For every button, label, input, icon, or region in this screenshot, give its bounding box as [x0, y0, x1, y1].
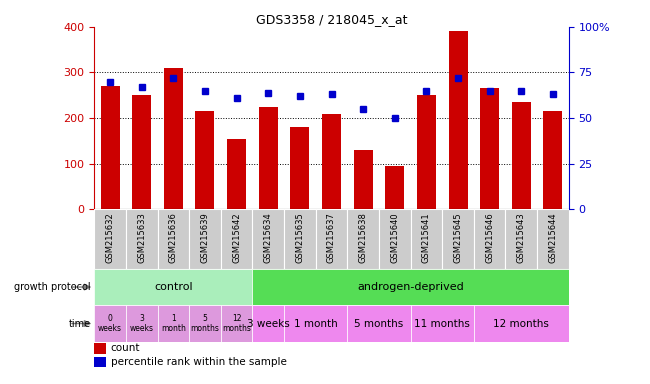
Bar	[164, 68, 183, 209]
Text: 5
months: 5 months	[190, 314, 220, 333]
Text: GSM215645: GSM215645	[454, 212, 463, 263]
Bar	[94, 343, 106, 354]
Text: GSM215636: GSM215636	[169, 212, 178, 263]
Text: 11 months: 11 months	[414, 318, 470, 329]
Title: GDS3358 / 218045_x_at: GDS3358 / 218045_x_at	[255, 13, 408, 26]
Bar	[157, 209, 189, 269]
Text: GSM215642: GSM215642	[232, 212, 241, 263]
Text: GSM215638: GSM215638	[359, 212, 368, 263]
Bar	[189, 305, 221, 342]
Bar	[543, 111, 562, 209]
Text: 12 months: 12 months	[493, 318, 549, 329]
Bar	[385, 166, 404, 209]
Bar	[379, 209, 411, 269]
Bar	[196, 111, 215, 209]
Bar	[252, 269, 569, 305]
Text: GSM215641: GSM215641	[422, 212, 431, 263]
Bar	[480, 88, 499, 209]
Bar	[354, 150, 372, 209]
Text: GSM215635: GSM215635	[295, 212, 304, 263]
Bar	[284, 305, 347, 342]
Text: count: count	[111, 343, 140, 354]
Text: androgen-deprived: androgen-deprived	[358, 282, 464, 292]
Bar	[448, 31, 467, 209]
Bar	[157, 305, 189, 342]
Bar	[442, 209, 474, 269]
Bar	[506, 209, 537, 269]
Bar	[94, 305, 126, 342]
Bar	[347, 209, 379, 269]
Text: 1
month: 1 month	[161, 314, 186, 333]
Bar	[411, 305, 474, 342]
Bar	[291, 127, 309, 209]
Bar	[417, 95, 436, 209]
Bar	[94, 269, 252, 305]
Text: GSM215637: GSM215637	[327, 212, 336, 263]
Text: GSM215639: GSM215639	[200, 212, 209, 263]
Bar	[252, 209, 284, 269]
Bar	[221, 209, 252, 269]
Text: 12
months: 12 months	[222, 314, 251, 333]
Text: 3
weeks: 3 weeks	[130, 314, 153, 333]
Bar	[474, 305, 569, 342]
Text: GSM215646: GSM215646	[485, 212, 494, 263]
Text: percentile rank within the sample: percentile rank within the sample	[111, 357, 287, 367]
Bar	[322, 114, 341, 209]
Text: 5 months: 5 months	[354, 318, 404, 329]
Text: time: time	[69, 318, 91, 329]
Text: GSM215632: GSM215632	[105, 212, 114, 263]
Text: GSM215640: GSM215640	[390, 212, 399, 263]
Bar	[189, 209, 221, 269]
Bar	[537, 209, 569, 269]
Bar	[227, 139, 246, 209]
Bar	[94, 356, 106, 367]
Text: 3 weeks: 3 weeks	[247, 318, 290, 329]
Text: GSM215644: GSM215644	[549, 212, 558, 263]
Bar	[126, 305, 157, 342]
Bar	[347, 305, 411, 342]
Text: control: control	[154, 282, 192, 292]
Bar	[512, 102, 531, 209]
Bar	[221, 305, 252, 342]
Bar	[474, 209, 506, 269]
Text: growth protocol: growth protocol	[14, 282, 91, 292]
Bar	[126, 209, 157, 269]
Text: GSM215634: GSM215634	[264, 212, 273, 263]
Bar	[132, 95, 151, 209]
Bar	[259, 107, 278, 209]
Bar	[411, 209, 442, 269]
Bar	[316, 209, 347, 269]
Text: 1 month: 1 month	[294, 318, 337, 329]
Text: GSM215643: GSM215643	[517, 212, 526, 263]
Bar	[252, 305, 284, 342]
Text: 0
weeks: 0 weeks	[98, 314, 122, 333]
Bar	[94, 209, 126, 269]
Bar	[284, 209, 316, 269]
Bar	[101, 86, 120, 209]
Text: GSM215633: GSM215633	[137, 212, 146, 263]
